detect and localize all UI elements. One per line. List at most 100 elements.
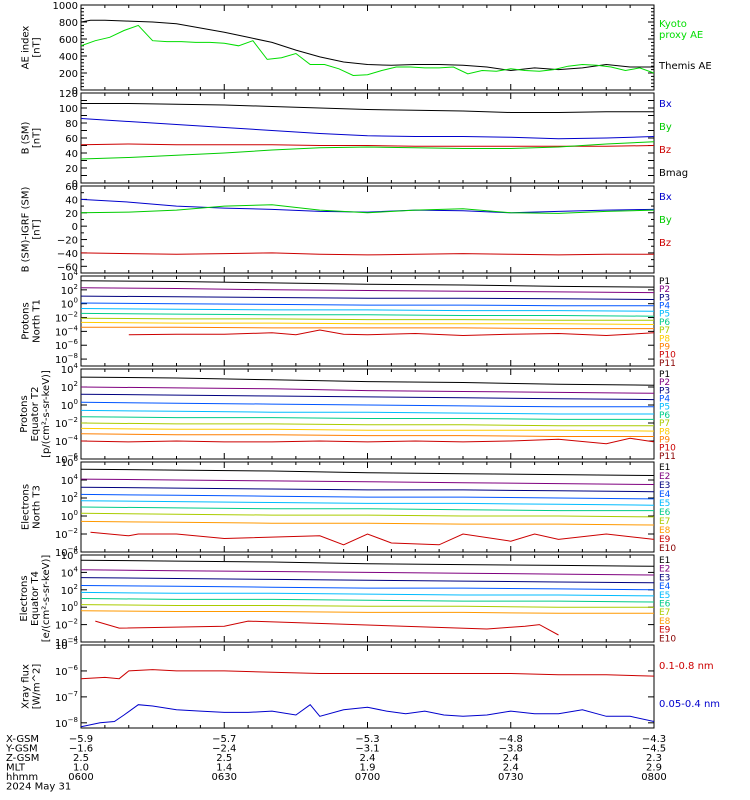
series-label: E4: [659, 490, 671, 500]
series-p2: [81, 287, 654, 294]
y-tick-label: 106: [61, 455, 79, 469]
y-tick-label: 100: [61, 398, 78, 412]
series-label: P7: [659, 326, 670, 336]
series-label: P2: [659, 378, 670, 388]
ephemeris-value: −4.8: [499, 734, 523, 745]
y-tick-label: 102: [61, 283, 78, 297]
ephemeris-value: −3.1: [355, 744, 379, 755]
series-e5: [81, 591, 654, 597]
series-label: E8: [659, 526, 671, 536]
y-tick-label: 10−7: [55, 690, 78, 704]
y-tick-label: 120: [59, 89, 78, 100]
panel-frame: [80, 275, 655, 367]
y-tick-label: 20: [65, 209, 78, 220]
series-label: E2: [659, 565, 670, 575]
series-label: 0.05-0.4 nm: [659, 699, 720, 710]
panel-frame: [80, 185, 655, 274]
series-label: 0.1-0.8 nm: [659, 661, 714, 672]
ephemeris-value: 2.5: [73, 753, 89, 764]
y-tick-label: 104: [61, 362, 79, 376]
y-tick-label: 10−8: [55, 716, 78, 730]
series-label: P7: [659, 419, 670, 429]
y-axis-label: [W/m^2]: [32, 664, 43, 710]
ephemeris-value: 0600: [68, 772, 93, 783]
series-label: By: [659, 215, 672, 226]
x-axis-ephemeris: X-GSM −5.9 −5.7 −5.3 −4.8 −4.3 Y-GSM −1.6 −2.4 −3…: [5, 734, 667, 793]
panel-protons_equator: 10−6 10−4 10−2 100 102 104 Protons Equator T2 [p…: [19, 362, 676, 466]
y-axis-label: Equator T2: [30, 387, 41, 442]
panel-xray: 10−8 10−7 10−6 10−5 Xray flux [W/m^2] 0.1-0.8 …: [21, 638, 721, 730]
y-axis-label: [e/(cm²-s-sr-keV)]: [41, 555, 52, 643]
series-p4: [81, 302, 654, 307]
y-tick-label: 800: [59, 18, 78, 29]
y-tick-label: 80: [65, 119, 78, 130]
y-tick-label: 10−6: [55, 452, 79, 466]
y-axis-label: Equator T4: [30, 571, 41, 626]
series-p9: [81, 326, 654, 330]
ephemeris-row-label: MLT: [6, 763, 26, 774]
y-tick-label: −40: [57, 249, 78, 260]
y-tick-label: 400: [59, 52, 78, 63]
y-axis-label: [nT]: [32, 128, 43, 148]
y-tick-label: 10−2: [55, 527, 78, 541]
panel-electrons_equator: 10−4 10−2 100 102 104 106 Electrons Equator T4[…: [19, 548, 676, 649]
series-bz: [81, 143, 654, 147]
panel-frame: [80, 4, 655, 91]
series-label: P9: [659, 342, 670, 352]
y-tick-label: 104: [61, 565, 79, 579]
series-e3: [81, 577, 654, 584]
y-tick-label: 104: [61, 269, 79, 283]
ephemeris-row-label: X-GSM: [6, 734, 39, 745]
y-axis-label: [nT]: [32, 219, 43, 239]
series-e6: [81, 506, 654, 512]
series-p7: [81, 422, 654, 427]
series-p4: [81, 401, 654, 408]
ephemeris-value: 2.5: [216, 753, 232, 764]
y-tick-label: 40: [65, 149, 78, 160]
series-label: E1: [659, 556, 670, 566]
y-tick-label: 600: [59, 35, 78, 46]
y-tick-label: 10−8: [55, 352, 78, 366]
y-tick-label: 10−6: [55, 338, 79, 352]
y-tick-label: 10−4: [55, 545, 79, 559]
ephemeris-value: 0800: [641, 772, 666, 783]
series-label: Bz: [659, 145, 671, 156]
y-axis-label: AE index: [21, 26, 32, 70]
y-tick-label: 40: [65, 195, 78, 206]
series-label: E5: [659, 591, 670, 601]
y-axis-label: Electrons: [21, 484, 32, 530]
y-tick-label: 20: [65, 164, 78, 175]
series-label: E6: [659, 508, 671, 518]
ephemeris-value: −1.6: [69, 744, 93, 755]
series-label: P3: [659, 293, 670, 303]
series-0-05-0-4-nm: [81, 704, 654, 728]
series-label: E4: [659, 582, 671, 592]
y-axis-label: Protons: [19, 395, 30, 432]
ephemeris-value: 1.9: [360, 763, 376, 774]
series-label: P6: [659, 411, 670, 421]
series-label: P3: [659, 386, 670, 396]
series-by: [81, 141, 654, 160]
y-axis-label: North T3: [32, 485, 43, 529]
y-tick-label: 102: [61, 583, 78, 597]
series-label: Bz: [659, 238, 671, 249]
series-label: E7: [659, 517, 670, 527]
series-e7: [81, 604, 654, 608]
series-e8: [81, 610, 654, 614]
series-label: By: [659, 122, 672, 133]
y-tick-label: 10−2: [55, 416, 78, 430]
series-e1: [81, 559, 654, 567]
ephemeris-value: −5.7: [212, 734, 236, 745]
series-p3: [81, 393, 654, 401]
ephemeris-value: −5.3: [355, 734, 379, 745]
ephemeris-value: 0700: [355, 772, 380, 783]
ephemeris-value: 2.3: [646, 753, 662, 764]
series-bx: [81, 198, 654, 214]
y-axis-label: B (SM)-IGRF (SM): [21, 187, 32, 273]
series-p5: [81, 409, 654, 415]
ephemeris-value: −4.3: [642, 734, 666, 745]
ephemeris-value: 0730: [498, 772, 523, 783]
series-e8: [81, 520, 654, 526]
panel-frame: [80, 644, 655, 729]
